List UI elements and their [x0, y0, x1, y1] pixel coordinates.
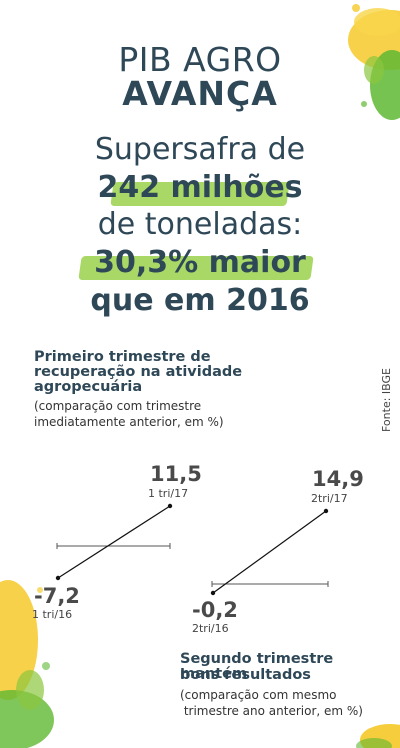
second-section-title-2: bons resultados: [180, 667, 311, 683]
first-start-value: -7,2: [34, 584, 80, 608]
title-line-2: AVANÇA: [122, 74, 278, 113]
second-slope-start-dot: [210, 590, 216, 596]
first-section-note-1: (comparação com trimestre: [34, 399, 202, 413]
headline-line-5: que em 2016: [90, 283, 310, 318]
first-slope-end-dot: [167, 503, 173, 509]
second-slope-line: [212, 510, 327, 594]
first-end-period: 1 tri/17: [148, 487, 189, 500]
headline-line-1: Supersafra de: [94, 132, 306, 167]
first-slope-baseline: [56, 543, 171, 549]
second-end-value: 14,9: [312, 467, 364, 491]
second-slope-baseline: [211, 581, 329, 587]
first-slope-start-dot: [55, 575, 61, 581]
second-section-note-2: trimestre ano anterior, em %): [180, 704, 363, 718]
second-section-note-1: (comparação com mesmo: [180, 688, 337, 702]
headline-line-4: 30,3% maior: [94, 245, 306, 280]
first-end-value: 11,5: [150, 462, 202, 486]
second-start-value: -0,2: [192, 598, 238, 622]
headline-line-3: de toneladas:: [97, 207, 303, 242]
first-section-title-1: Primeiro trimestre de: [34, 349, 211, 365]
first-slope-line: [57, 505, 171, 579]
headline-line-2: 242 milhões: [97, 170, 303, 205]
first-section-note-2: imediatamente anterior, em %): [34, 415, 224, 429]
first-section-title-3: agropecuária: [34, 379, 143, 395]
second-section-title-1: Segundo trimestre mantém: [180, 651, 334, 682]
first-start-period: 1 tri/16: [32, 608, 73, 621]
second-end-period: 2tri/17: [311, 492, 348, 505]
first-section-title-2: recuperação na atividade: [34, 364, 243, 380]
second-start-period: 2tri/16: [192, 622, 229, 635]
second-slope-end-dot: [323, 508, 329, 514]
title-line-1: PIB AGRO: [118, 40, 282, 79]
